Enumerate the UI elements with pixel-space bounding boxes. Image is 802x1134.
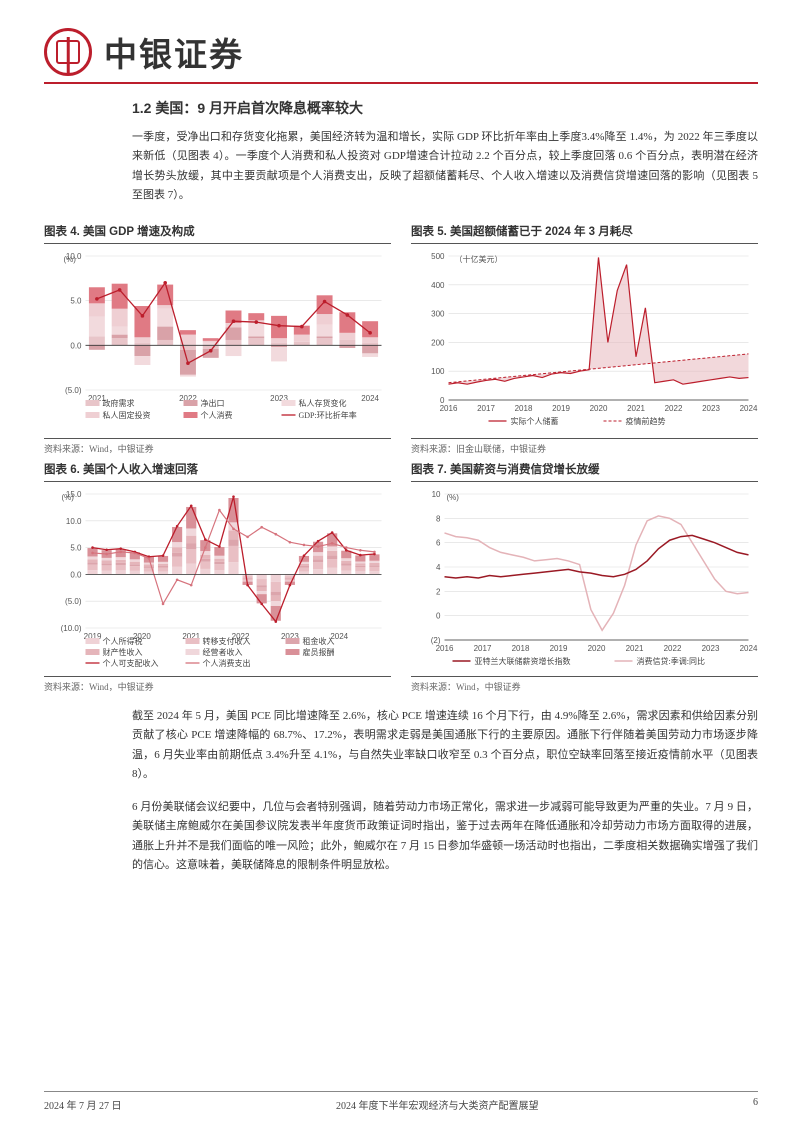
svg-text:500: 500 [431,252,445,261]
svg-text:净出口: 净出口 [201,398,225,408]
chart-4-source: 资料来源：Wind，中银证券 [44,438,391,455]
svg-text:0.0: 0.0 [70,570,82,579]
svg-text:转移支付收入: 转移支付收入 [203,636,251,646]
footer-title: 2024 年度下半年宏观经济与大类资产配置展望 [336,1097,539,1112]
svg-text:2019: 2019 [552,404,570,413]
chart-4-svg: (5.0)0.05.010.0(%)2021202220232024政府需求净出… [44,248,391,436]
svg-text:雇员报酬: 雇员报酬 [303,647,335,657]
svg-text:2016: 2016 [440,404,458,413]
paragraph-1: 一季度，受净出口和存货变化拖累，美国经济转为温和增长，实际 GDP 环比折年率由… [132,128,758,205]
svg-text:GDP:环比折年率: GDP:环比折年率 [299,410,357,420]
svg-text:(5.0): (5.0) [65,597,82,606]
svg-text:个人所得税: 个人所得税 [103,636,143,646]
svg-text:私人存货变化: 私人存货变化 [299,398,347,408]
svg-text:个人消费: 个人消费 [201,410,233,420]
footer-page: 6 [753,1097,758,1112]
svg-text:实际个人储蓄: 实际个人储蓄 [511,416,559,426]
svg-text:4: 4 [436,563,441,572]
chart-7: 图表 7. 美国薪资与消费信贷增长放缓 (2)0246810(%)2016201… [411,461,758,693]
svg-text:5.0: 5.0 [70,297,82,306]
section-title: 1.2 美国：9 月开启首次降息概率较大 [132,98,758,118]
header: 中银证券 [44,28,758,76]
svg-text:300: 300 [431,310,445,319]
svg-text:10.0: 10.0 [66,517,82,526]
svg-text:2016: 2016 [436,644,454,653]
svg-text:6: 6 [436,539,441,548]
svg-text:2023: 2023 [702,404,720,413]
svg-text:2024: 2024 [740,644,758,653]
chart-6-svg: (10.0)(5.0)0.05.010.015.0(%)201920202021… [44,486,391,674]
chart-4: 图表 4. 美国 GDP 增速及构成 (5.0)0.05.010.0(%)202… [44,223,391,455]
svg-text:(%): (%) [62,493,75,502]
chart-5-source: 资料来源：旧金山联储，中银证券 [411,438,758,455]
svg-text:2020: 2020 [590,404,608,413]
svg-text:2021: 2021 [627,404,645,413]
chart-7-title: 图表 7. 美国薪资与消费信贷增长放缓 [411,461,758,482]
svg-text:8: 8 [436,514,441,523]
svg-text:疫情前趋势: 疫情前趋势 [626,416,666,426]
chart-7-source: 资料来源：Wind，中银证券 [411,676,758,693]
svg-text:2024: 2024 [361,394,379,403]
svg-text:2022: 2022 [665,404,683,413]
chart-4-title: 图表 4. 美国 GDP 增速及构成 [44,223,391,244]
paragraph-2: 截至 2024 年 5 月，美国 PCE 同比增速降至 2.6%，核心 PCE … [132,707,758,784]
svg-text:2017: 2017 [474,644,492,653]
chart-6-title: 图表 6. 美国个人收入增速回落 [44,461,391,482]
svg-text:2018: 2018 [515,404,533,413]
svg-text:个人可支配收入: 个人可支配收入 [103,658,159,668]
footer: 2024 年 7 月 27 日 2024 年度下半年宏观经济与大类资产配置展望 … [44,1091,758,1112]
svg-text:2024: 2024 [740,404,758,413]
footer-date: 2024 年 7 月 27 日 [44,1097,122,1112]
svg-text:5.0: 5.0 [70,544,82,553]
chart-6-source: 资料来源：Wind，中银证券 [44,676,391,693]
svg-text:0: 0 [436,612,441,621]
svg-text:400: 400 [431,281,445,290]
svg-text:2018: 2018 [512,644,530,653]
chart-5-svg: 0100200300400500（十亿美元）201620172018201920… [411,248,758,436]
chart-7-svg: (2)0246810(%)201620172018201920202021202… [411,486,758,674]
charts-row-1: 图表 4. 美国 GDP 增速及构成 (5.0)0.05.010.0(%)202… [44,223,758,455]
svg-text:(10.0): (10.0) [61,624,82,633]
svg-text:(%): (%) [447,493,460,502]
page: 中银证券 1.2 美国：9 月开启首次降息概率较大 一季度，受净出口和存货变化拖… [0,0,802,875]
svg-text:亚特兰大联储薪资增长指数: 亚特兰大联储薪资增长指数 [475,656,571,666]
svg-text:2019: 2019 [550,644,568,653]
svg-text:私人固定投资: 私人固定投资 [103,410,151,420]
svg-text:100: 100 [431,367,445,376]
svg-text:消费信贷:季调:同比: 消费信贷:季调:同比 [637,656,705,666]
brand-name: 中银证券 [104,28,244,76]
svg-text:经营者收入: 经营者收入 [203,647,243,657]
svg-text:2021: 2021 [626,644,644,653]
header-rule [44,82,758,84]
svg-text:政府需求: 政府需求 [103,398,135,408]
chart-5-title: 图表 5. 美国超额储蓄已于 2024 年 3 月耗尽 [411,223,758,244]
svg-text:10: 10 [432,490,441,499]
charts-row-2: 图表 6. 美国个人收入增速回落 (10.0)(5.0)0.05.010.015… [44,461,758,693]
chart-5: 图表 5. 美国超额储蓄已于 2024 年 3 月耗尽 010020030040… [411,223,758,455]
svg-text:2020: 2020 [588,644,606,653]
paragraph-3: 6 月份美联储会议纪要中，几位与会者特别强调，随着劳动力市场正常化，需求进一步减… [132,798,758,875]
svg-text:(5.0): (5.0) [65,386,82,395]
boc-logo-icon [44,28,92,76]
svg-text:2: 2 [436,587,441,596]
svg-text:租金收入: 租金收入 [303,636,335,646]
svg-text:(%): (%) [64,255,77,264]
chart-6: 图表 6. 美国个人收入增速回落 (10.0)(5.0)0.05.010.015… [44,461,391,693]
svg-text:200: 200 [431,338,445,347]
svg-text:0.0: 0.0 [70,341,82,350]
svg-text:2023: 2023 [702,644,720,653]
svg-text:个人消费支出: 个人消费支出 [203,658,251,668]
svg-text:2017: 2017 [477,404,495,413]
svg-text:财产性收入: 财产性收入 [103,647,143,657]
svg-text:（十亿美元）: （十亿美元） [455,254,503,264]
svg-text:2022: 2022 [664,644,682,653]
